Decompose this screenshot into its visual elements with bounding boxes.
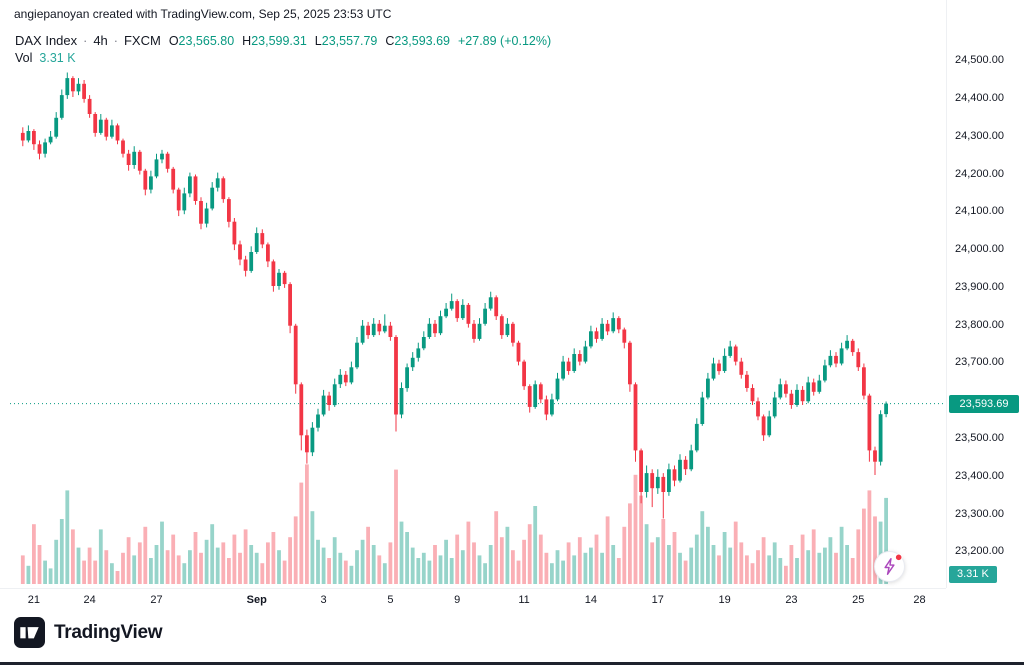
price-scale[interactable]: 24,500.00 24,400.00 24,300.00 24,200.00 24,1… — [946, 0, 1024, 588]
symbol-name[interactable]: DAX Index — [15, 33, 78, 48]
price-axis-label: 24,000.00 — [955, 243, 1004, 256]
red-notification-dot — [894, 553, 903, 562]
time-axis-label: 5 — [387, 594, 394, 606]
time-scale[interactable]: 21 24 27 Sep 3 5 9 11 14 17 19 23 25 28 — [0, 588, 946, 613]
exchange-label: FXCM — [123, 33, 161, 48]
volume-badge: 3.31 K — [949, 566, 997, 583]
low-value: L23,557.79 — [314, 34, 378, 48]
high-value: H23,599.31 — [242, 34, 307, 48]
price-axis-label: 23,200.00 — [955, 545, 1004, 558]
price-axis-label: 23,700.00 — [955, 356, 1004, 369]
price-axis-label: 23,800.00 — [955, 318, 1004, 331]
price-axis-label: 24,200.00 — [955, 167, 1004, 180]
symbol-legend[interactable]: DAX Index · 4h · FXCM O23,565.80 H23,599… — [15, 33, 551, 48]
volume-label: Vol — [15, 51, 33, 65]
interval-label[interactable]: 4h — [93, 33, 108, 48]
price-axis-label: 23,400.00 — [955, 469, 1004, 482]
price-axis-label: 23,300.00 — [955, 507, 1004, 520]
tradingview-brand-text: TradingView — [54, 621, 163, 643]
price-axis-label: 24,400.00 — [955, 91, 1004, 104]
flash-button[interactable] — [874, 551, 905, 582]
legend-separator: · — [83, 34, 88, 48]
time-axis-label: 25 — [852, 594, 865, 606]
time-axis-label: 9 — [454, 594, 461, 606]
price-axis-label: 24,300.00 — [955, 129, 1004, 142]
volume-current-value: 3.31 K — [39, 51, 76, 65]
time-axis-label: 23 — [785, 594, 798, 606]
price-badge: 23,593.69 — [949, 394, 1019, 413]
time-axis-label: 24 — [83, 594, 96, 606]
time-axis-label: 19 — [718, 594, 731, 606]
time-axis-label: 27 — [150, 594, 163, 606]
tradingview-logo-icon — [14, 617, 45, 648]
price-axis-label: 23,500.00 — [955, 432, 1004, 445]
time-axis-label: 3 — [320, 594, 327, 606]
legend-separator: · — [113, 34, 118, 48]
price-axis-label: 23,900.00 — [955, 280, 1004, 293]
time-axis-label: Sep — [246, 594, 267, 606]
time-axis-label: 28 — [913, 594, 926, 606]
price-axis-label: 24,100.00 — [955, 205, 1004, 218]
open-value: O23,565.80 — [168, 34, 235, 48]
time-axis-label: 17 — [651, 594, 664, 606]
lightning-icon — [884, 553, 903, 575]
time-axis-label: 14 — [584, 594, 598, 606]
bottom-border — [0, 662, 1024, 665]
close-value: C23,593.69 — [385, 34, 450, 48]
time-axis-label: 11 — [518, 594, 530, 606]
attribution-text: angiepanoyan created with TradingView.co… — [14, 7, 392, 21]
volume-legend[interactable]: Vol 3.31 K — [15, 51, 76, 65]
change-value: +27.89 (+0.12%) — [458, 34, 552, 48]
tradingview-logo[interactable]: TradingView — [14, 617, 163, 648]
price-axis-label: 24,500.00 — [955, 54, 1004, 67]
time-axis-label: 21 — [27, 594, 41, 606]
footer: TradingView — [14, 617, 163, 648]
